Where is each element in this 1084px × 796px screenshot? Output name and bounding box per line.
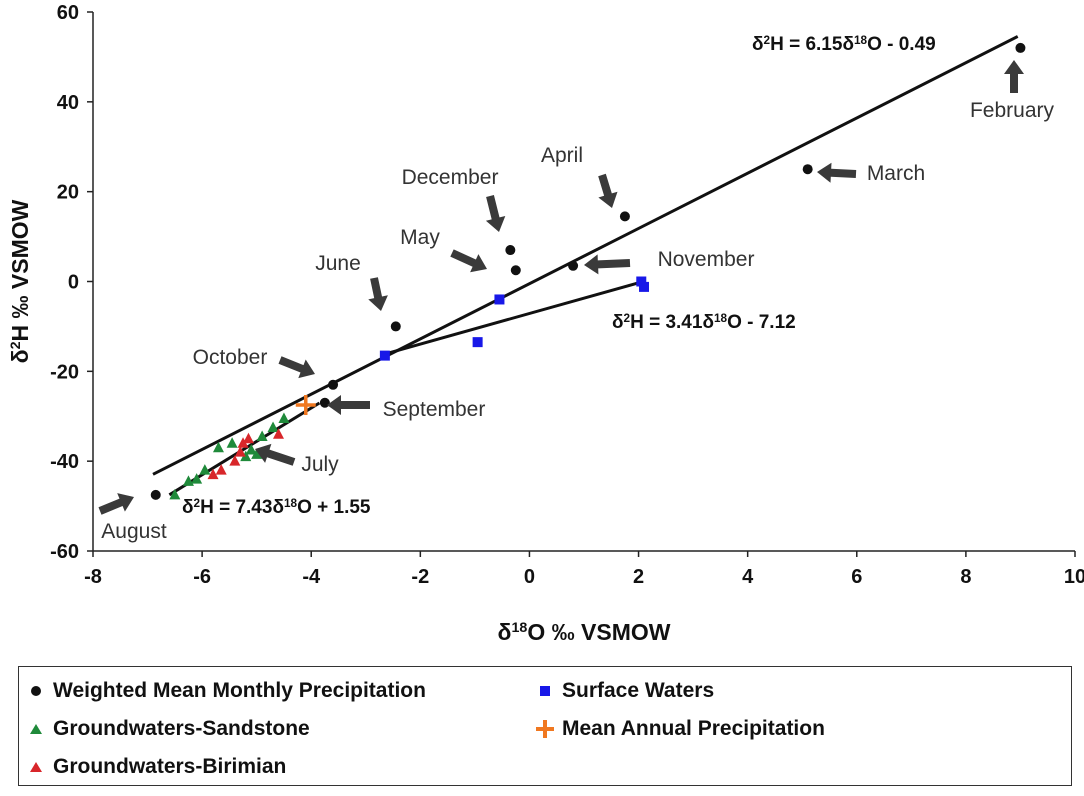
precipitation-point: [619, 211, 630, 222]
gw-birimian-point: [215, 464, 227, 475]
square-marker-icon: [534, 680, 556, 702]
month-label: November: [658, 248, 755, 271]
x-tick-label: 0: [524, 566, 535, 588]
regression-equation: δ2H = 6.15δ18O - 0.49: [752, 34, 936, 56]
gw-birimian-point: [237, 437, 249, 448]
precipitation-point: [505, 245, 516, 256]
month-label: September: [383, 398, 486, 421]
surface-water-point: [494, 294, 505, 305]
legend-item-gw-birimian: Groundwaters-Birimian: [25, 755, 286, 779]
month-label: May: [400, 226, 440, 249]
annotation-arrow: [450, 249, 487, 273]
regression-line: [384, 279, 645, 356]
month-label: December: [402, 166, 499, 189]
surface-water-point: [636, 276, 647, 287]
y-tick-label: -60: [50, 541, 79, 563]
gw-sandstone-point: [182, 475, 194, 486]
x-tick-label: 4: [742, 566, 754, 588]
x-tick-label: 2: [633, 566, 644, 588]
gw-sandstone-point: [267, 421, 279, 432]
annotation-arrow: [327, 395, 370, 415]
x-tick-label: -8: [84, 566, 102, 588]
surface-water-point: [639, 281, 650, 292]
gw-birimian-point: [234, 446, 246, 457]
legend-item-gw-sandstone: Groundwaters-Sandstone: [25, 717, 310, 741]
precipitation-point: [319, 397, 330, 408]
legend-label: Groundwaters-Sandstone: [53, 717, 310, 740]
gw-sandstone-point: [191, 473, 203, 484]
annotation-arrow: [817, 162, 857, 183]
gw-birimian-point: [229, 455, 241, 466]
annotation-arrow: [368, 277, 388, 311]
gw-sandstone-point: [256, 430, 268, 441]
annotation-arrow: [255, 443, 296, 466]
month-label: March: [867, 162, 925, 185]
chart-legend: Weighted Mean Monthly Precipitation Surf…: [18, 666, 1072, 786]
regression-equation: δ2H = 3.41δ18O - 7.12: [612, 312, 796, 334]
legend-label: Groundwaters-Birimian: [53, 755, 287, 778]
precipitation-point: [390, 321, 401, 332]
legend-item-mean-annual: Mean Annual Precipitation: [534, 717, 825, 741]
surface-water-point: [379, 350, 390, 361]
month-label: June: [315, 252, 361, 275]
gw-sandstone-point: [278, 412, 290, 423]
precipitation-point: [150, 489, 161, 500]
x-tick-label: -2: [411, 566, 429, 588]
gw-birimian-point: [242, 432, 254, 444]
x-tick-label: -6: [193, 566, 211, 588]
x-tick-label: 10: [1064, 566, 1084, 588]
x-tick-label: -4: [302, 566, 321, 588]
y-axis-title: δ2H ‰ VSMOW: [7, 199, 33, 363]
precipitation-point: [510, 265, 521, 276]
precipitation-point: [568, 260, 579, 271]
legend-item-surface-waters: Surface Waters: [534, 679, 714, 703]
month-label: August: [101, 520, 167, 543]
gw-birimian-point: [207, 468, 219, 480]
annotation-arrow: [1004, 60, 1024, 93]
legend-label: Mean Annual Precipitation: [562, 717, 825, 740]
annotation-arrow: [98, 493, 134, 515]
regression-equation: δ2H = 7.43δ18O + 1.55: [182, 497, 371, 519]
y-tick-label: 60: [57, 2, 79, 24]
x-tick-label: 8: [960, 566, 971, 588]
green-triangle-marker-icon: [25, 718, 47, 740]
annotation-arrow: [598, 173, 618, 208]
month-label: October: [193, 346, 268, 369]
annotation-arrow: [278, 356, 315, 379]
annotation-arrow: [584, 254, 631, 275]
legend-item-precipitation: Weighted Mean Monthly Precipitation: [25, 679, 426, 703]
plus-marker-icon: [534, 718, 556, 740]
gw-sandstone-point: [199, 464, 211, 475]
regression-line: [152, 35, 1019, 476]
gw-sandstone-point: [245, 443, 257, 455]
month-label: February: [970, 99, 1055, 122]
precipitation-point: [802, 164, 813, 175]
annotation-arrow: [485, 195, 506, 232]
legend-label: Weighted Mean Monthly Precipitation: [53, 679, 426, 702]
red-triangle-marker-icon: [25, 756, 47, 778]
surface-water-point: [472, 337, 483, 348]
x-tick-label: 6: [851, 566, 862, 588]
regression-line: [168, 401, 321, 497]
gw-sandstone-point: [212, 441, 224, 453]
month-label: April: [541, 144, 583, 167]
precipitation-point: [1015, 42, 1026, 53]
legend-label: Surface Waters: [562, 679, 715, 702]
y-tick-label: 0: [68, 272, 79, 294]
y-tick-label: 20: [57, 182, 79, 204]
gw-sandstone-point: [169, 488, 181, 500]
precipitation-point: [328, 379, 339, 390]
circle-marker-icon: [25, 680, 47, 702]
x-axis-title: δ18O ‰ VSMOW: [498, 619, 671, 645]
month-label: July: [301, 453, 339, 476]
gw-birimian-point: [272, 428, 284, 439]
y-tick-label: -20: [50, 361, 79, 383]
gw-sandstone-point: [226, 437, 238, 448]
gw-sandstone-point: [251, 448, 263, 459]
y-tick-label: -40: [50, 451, 79, 473]
gw-sandstone-point: [240, 450, 252, 462]
y-tick-label: 40: [57, 92, 79, 114]
